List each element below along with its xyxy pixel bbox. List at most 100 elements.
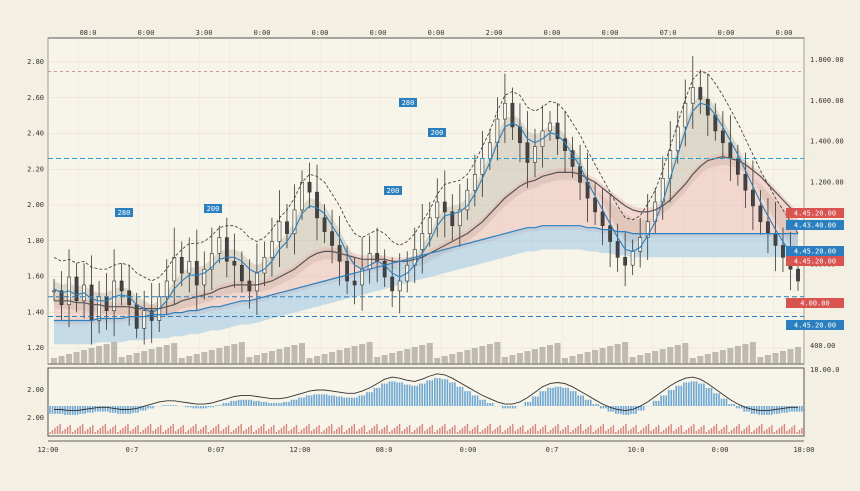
volume-bar <box>261 353 268 364</box>
candle-body <box>217 237 222 254</box>
volume-bar <box>58 356 65 364</box>
volume-bar <box>411 347 418 364</box>
candle-body <box>503 102 507 120</box>
right-axis-tick: 1.200.00 <box>810 179 844 187</box>
volume-bar <box>366 342 373 364</box>
trend-line <box>54 225 798 322</box>
volume-bar <box>599 348 606 364</box>
volume-bar <box>614 344 621 364</box>
candle-body <box>255 272 259 292</box>
volume-bar <box>246 357 253 364</box>
volume-bar <box>133 353 140 364</box>
volume-bar <box>757 357 764 364</box>
volume-bar <box>253 355 260 364</box>
candle-body <box>720 130 725 144</box>
price-tag-text: 4.45.20.00 <box>794 210 836 218</box>
candle-body <box>315 191 319 219</box>
volume-bar <box>103 344 110 364</box>
price-tag-box <box>786 220 844 230</box>
ma-slow-line <box>54 155 799 310</box>
candle-body <box>555 122 560 140</box>
volume-bar <box>682 343 689 364</box>
volume-bar <box>404 349 411 364</box>
candle-body <box>675 126 680 151</box>
volume-bar <box>772 353 779 364</box>
candle-body <box>224 237 229 262</box>
candle-body <box>367 253 372 270</box>
ribbon-trend-band <box>54 225 798 345</box>
horizontal-levels <box>48 71 804 318</box>
annotation-tag-text: 200 <box>387 187 400 195</box>
bottom-time-tick: 0:7 <box>546 446 559 454</box>
candle-body <box>262 256 267 274</box>
left-axis-tick: 1.60 <box>27 273 44 281</box>
volume-bar <box>201 352 208 364</box>
volume-bar <box>795 347 801 364</box>
volume-bar <box>787 349 794 364</box>
volume-bar <box>704 354 711 364</box>
annotation-tag-box <box>115 208 133 217</box>
top-time-tick: 07:0 <box>660 29 677 37</box>
volume-bar <box>547 345 553 364</box>
volume-bar <box>764 355 771 364</box>
upper-envelope-line <box>53 71 799 282</box>
left-axis-tick: 2.40 <box>27 130 44 138</box>
candle-body <box>420 233 425 250</box>
volume-bar <box>494 342 501 364</box>
volume-bar <box>712 352 719 364</box>
candle-body <box>608 225 613 242</box>
volume-bar <box>419 345 426 364</box>
volume-bars <box>51 342 801 364</box>
right-axis-tick: 1.800.00 <box>810 56 844 64</box>
volume-bar <box>592 350 599 364</box>
candle-body <box>533 146 537 163</box>
volume-bar <box>96 346 103 364</box>
volume-bar <box>51 358 57 364</box>
candle-body <box>352 280 357 286</box>
top-time-tick: 3:00 <box>196 29 213 37</box>
volume-bar <box>66 354 73 364</box>
candle-body <box>450 211 455 226</box>
bottom-time-tick: 0:07 <box>208 446 225 454</box>
volume-bar <box>569 356 576 364</box>
volume-bar <box>562 358 569 364</box>
left-axis-tick: 2.20 <box>27 165 44 173</box>
indicator-left-tick: 2.00 <box>27 386 44 394</box>
volume-bar <box>178 358 185 364</box>
volume-bar <box>208 350 215 364</box>
top-time-tick: 0:00 <box>776 29 793 37</box>
volume-bar <box>344 348 351 364</box>
volume-bar <box>531 349 538 364</box>
volume-bar <box>516 353 523 364</box>
annotation-tag-box <box>204 204 222 213</box>
candle-body <box>172 256 177 282</box>
volume-bar <box>659 349 666 364</box>
osc-signal-line <box>54 373 798 412</box>
candle-body <box>683 102 688 128</box>
volume-bar <box>637 355 644 364</box>
candle-body <box>698 87 703 100</box>
candle-body <box>164 280 169 298</box>
volume-bar <box>73 352 80 364</box>
volume-bar <box>539 347 546 364</box>
candle-body <box>510 102 515 128</box>
candle-body <box>239 264 244 282</box>
left-axis-tick: 2.60 <box>27 94 44 102</box>
candle-body <box>104 296 109 311</box>
volume-bar <box>697 356 704 364</box>
annotation-tag-box <box>384 186 402 195</box>
ma-fast-line <box>53 102 799 314</box>
candle-body <box>487 142 492 159</box>
left-axis-tick: 1.80 <box>27 237 44 245</box>
volume-bar <box>622 342 629 364</box>
volume-bar <box>163 345 170 364</box>
price-tag-box <box>786 298 844 308</box>
candle-body <box>796 268 800 282</box>
candle-body <box>270 241 274 258</box>
volume-bar <box>126 355 133 364</box>
candle-body <box>119 280 124 292</box>
volume-bar <box>667 347 674 364</box>
volume-bar <box>749 342 756 364</box>
volume-bar <box>88 348 95 364</box>
indicator-left-tick: 2.00 <box>27 414 44 422</box>
